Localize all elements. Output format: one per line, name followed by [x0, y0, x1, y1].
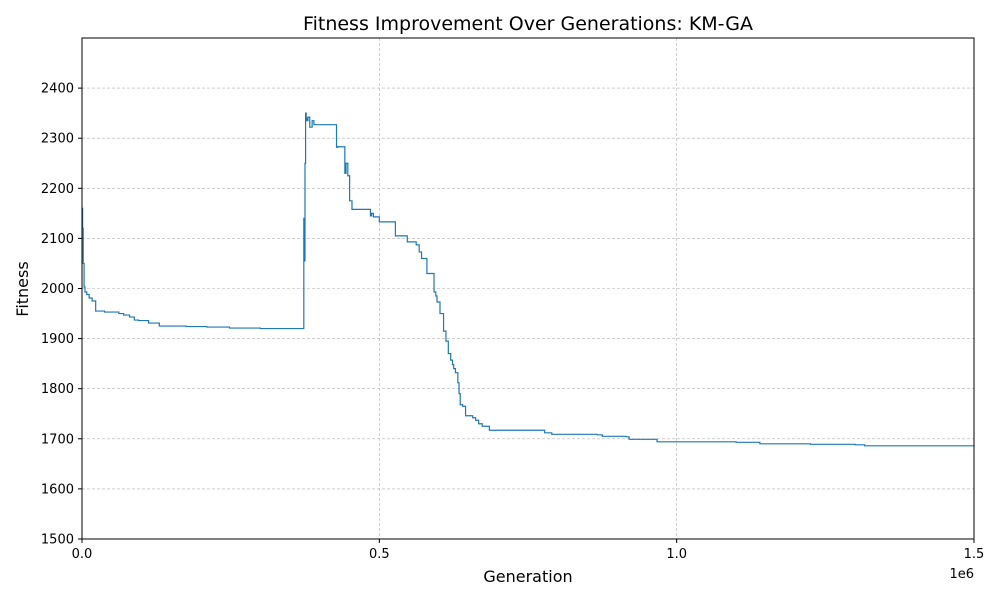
x-axis-offset-label: 1e6: [949, 567, 974, 582]
y-tick-label: 1600: [41, 482, 74, 497]
y-tick-label: 2100: [41, 232, 74, 247]
y-tick-label: 1800: [41, 382, 74, 397]
x-tick-label: 1.5: [964, 547, 985, 562]
x-tick-label: 0.5: [369, 547, 390, 562]
chart-title: Fitness Improvement Over Generations: KM…: [303, 13, 753, 35]
x-tick-label: 0.0: [72, 547, 93, 562]
fitness-series-line: [81, 112, 975, 447]
x-axis-title: Generation: [483, 567, 572, 586]
ticks: 1500 1600 1700 1800 1900 2000 2100 2200 2300 2400…: [41, 82, 984, 562]
y-tick-label: 2300: [41, 132, 74, 147]
y-tick-label: 1700: [41, 432, 74, 447]
y-axis-title: Fitness: [13, 261, 32, 316]
x-tick-label: 1.0: [666, 547, 687, 562]
y-tick-label: 1900: [41, 332, 74, 347]
y-tick-label: 2200: [41, 182, 74, 197]
y-tick-label: 2000: [41, 282, 74, 297]
series-layer: [81, 112, 975, 447]
y-tick-label: 1500: [41, 533, 74, 548]
y-tick-label: 2400: [41, 82, 74, 97]
